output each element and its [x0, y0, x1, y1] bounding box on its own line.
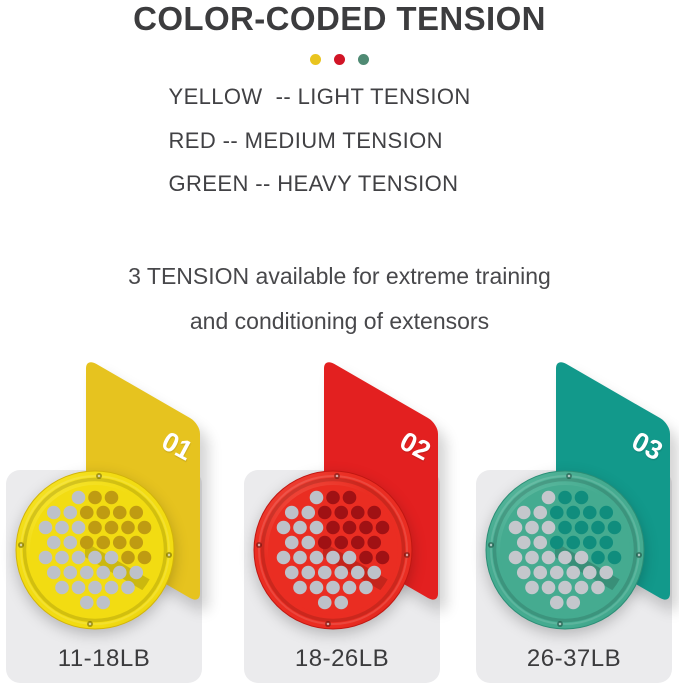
- page-title: COLOR-CODED TENSION: [133, 0, 546, 37]
- description-line-1: 3 TENSION available for extreme training: [128, 262, 551, 289]
- green-dot-icon: [358, 54, 369, 65]
- product-column-green: 03 26-37LB: [476, 0, 672, 690]
- hand-exerciser-yellow-image: [15, 470, 175, 630]
- legend-line-green: GREEN -- HEAVY TENSION: [168, 171, 459, 196]
- legend-line-red: RED -- MEDIUM TENSION: [168, 127, 443, 153]
- yellow-dot-icon: [310, 54, 321, 65]
- description-line-2: and conditioning of extensors: [189, 307, 490, 334]
- red-dot-icon: [334, 54, 345, 65]
- description: 3 TENSION available for extreme training…: [0, 254, 679, 344]
- weight-label: 18-26LB: [294, 645, 390, 672]
- color-dots: [0, 54, 679, 65]
- legend-line-yellow: YELLOW -- LIGHT TENSION: [168, 84, 471, 109]
- product-column-red: 02 18-26LB: [244, 0, 440, 690]
- product-column-yellow: 01 11-18LB: [6, 0, 202, 690]
- tension-legend: YELLOW -- LIGHT TENSION RED -- MEDIUM TE…: [169, 75, 511, 206]
- hand-exerciser-green-image: [485, 470, 645, 630]
- hand-exerciser-red-image: [253, 470, 413, 630]
- weight-label: 11-18LB: [57, 645, 151, 672]
- weight-label: 26-37LB: [526, 645, 622, 672]
